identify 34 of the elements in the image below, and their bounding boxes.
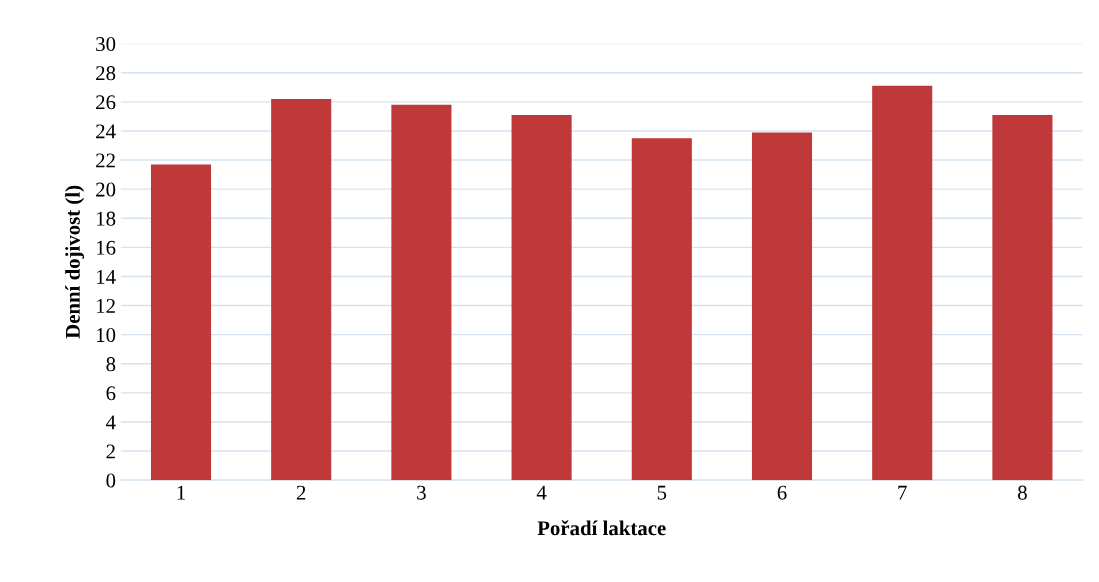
bar: [150, 164, 212, 481]
y-tick-label: 6: [106, 386, 116, 401]
y-tick-label: 16: [97, 240, 116, 255]
bar: [511, 114, 572, 481]
y-axis-title: Denní dojivost (l): [65, 185, 85, 339]
y-tick-label: 26: [96, 95, 116, 110]
y-tick-label: 18: [97, 211, 116, 226]
y-tick-label: 22: [96, 153, 115, 168]
y-tick-label: 2: [106, 444, 115, 459]
y-tick-label: 28: [96, 66, 116, 81]
bar: [391, 104, 452, 481]
x-tick-label: 6: [777, 485, 787, 500]
x-axis-title: Pořadí laktace: [537, 520, 666, 536]
x-tick-label: 1: [177, 485, 185, 500]
y-tick-label: 14: [97, 269, 116, 284]
y-tick-label: 30: [96, 37, 116, 52]
x-tick-label: 3: [417, 485, 426, 500]
y-tick-label: 24: [96, 124, 116, 139]
y-tick-label: 4: [106, 415, 116, 430]
x-tick-label: 2: [296, 485, 306, 500]
y-tick-label: 20: [96, 182, 116, 197]
bar: [872, 85, 933, 481]
y-tick-label: 8: [106, 357, 116, 372]
bar: [271, 98, 332, 481]
x-tick-label: 7: [898, 485, 907, 500]
bar: [631, 138, 692, 481]
bar: [992, 114, 1053, 481]
y-tick-label: 12: [97, 298, 115, 313]
x-tick-label: 4: [536, 485, 547, 500]
x-tick-label: 8: [1018, 485, 1027, 500]
bar: [751, 132, 813, 481]
y-tick-label: 10: [97, 328, 116, 343]
x-tick-label: 5: [657, 485, 667, 500]
y-tick-label: 0: [106, 473, 116, 488]
